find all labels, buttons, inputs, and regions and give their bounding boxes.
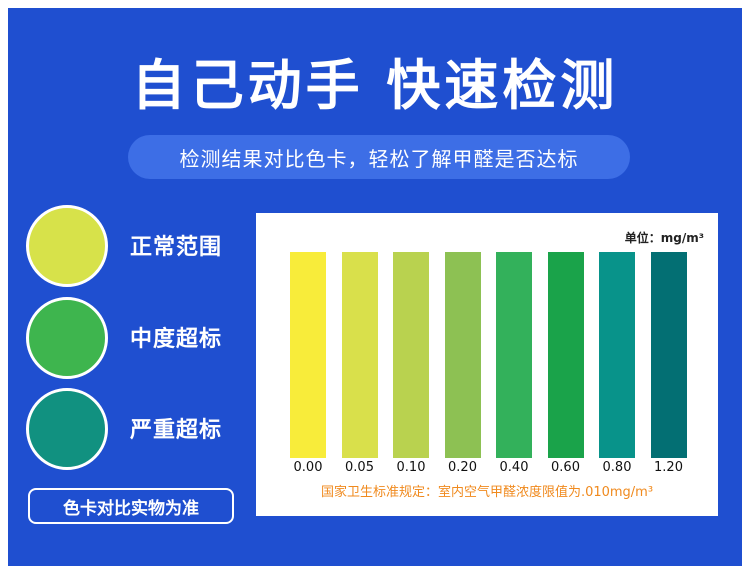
page-title: 自己动手 快速检测 bbox=[131, 54, 619, 117]
color-bar bbox=[341, 252, 378, 458]
color-bar bbox=[290, 252, 326, 458]
color-bars: 0.00 0.05 0.10 0.20 0.40 0.60 0.80 1.20 bbox=[256, 213, 718, 516]
legend-color-moderate bbox=[26, 297, 108, 379]
legend-color-normal bbox=[26, 205, 108, 287]
subtitle-pill: 检测结果对比色卡，轻松了解甲醛是否达标 bbox=[128, 135, 630, 179]
color-chart-card: 单位：mg/m³ 0.00 0.05 0.10 0.20 0.40 0.60 0.80 1.2… bbox=[256, 213, 718, 516]
legend-label-severe: 严重超标 bbox=[130, 418, 223, 443]
subtitle-text: 检测结果对比色卡，轻松了解甲醛是否达标 bbox=[179, 146, 579, 171]
unit-label: 单位：mg/m³ bbox=[624, 231, 704, 245]
color-bar-label: 1.20 bbox=[654, 460, 683, 475]
color-bar bbox=[444, 252, 481, 458]
legend-item-severe: 严重超标 bbox=[26, 388, 256, 472]
main-panel: 自己动手 快速检测 检测结果对比色卡，轻松了解甲醛是否达标 正常范围 中度超标 … bbox=[8, 8, 742, 566]
color-bar bbox=[650, 252, 687, 458]
color-bar-label: 0.05 bbox=[345, 460, 374, 475]
color-bar-label: 0.20 bbox=[448, 460, 477, 475]
color-bar-label: 0.10 bbox=[396, 460, 426, 475]
legend-item-moderate: 中度超标 bbox=[26, 297, 256, 381]
color-bar bbox=[393, 252, 429, 458]
color-bar bbox=[496, 252, 532, 458]
color-card-note-text: 色卡对比实物为准 bbox=[63, 498, 199, 519]
color-bar bbox=[547, 252, 584, 458]
legend-label-normal: 正常范围 bbox=[130, 235, 223, 260]
color-bar-label: 0.80 bbox=[602, 460, 632, 475]
standard-note: 国家卫生标准规定：室内空气甲醛浓度限值为.010mg/m³ bbox=[320, 485, 654, 500]
color-bar-label: 0.60 bbox=[551, 460, 580, 475]
color-bar bbox=[599, 252, 635, 458]
color-card-note: 色卡对比实物为准 bbox=[28, 488, 234, 524]
legend-color-severe bbox=[26, 388, 108, 470]
legend-item-normal: 正常范围 bbox=[26, 205, 256, 289]
legend-label-moderate: 中度超标 bbox=[130, 327, 223, 352]
color-bar-label: 0.40 bbox=[499, 460, 529, 475]
color-bar-label: 0.00 bbox=[293, 460, 323, 475]
